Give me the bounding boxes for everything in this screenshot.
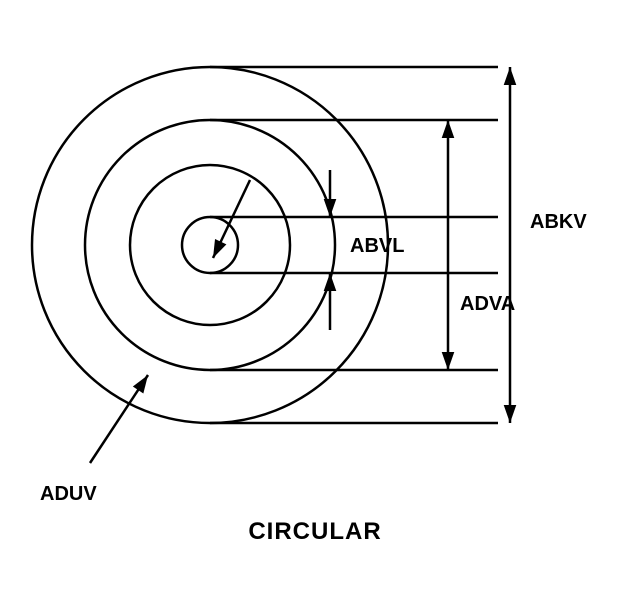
- label-abkv: ABKV: [530, 211, 587, 234]
- label-aduv: ADUV: [40, 483, 97, 506]
- circular-diagram: CIRCULAR ABKV ADVA ABVL ADUV: [0, 0, 630, 594]
- label-adva: ADVA: [460, 293, 515, 316]
- diagram-title: CIRCULAR: [0, 518, 630, 546]
- label-abvl: ABVL: [350, 235, 404, 258]
